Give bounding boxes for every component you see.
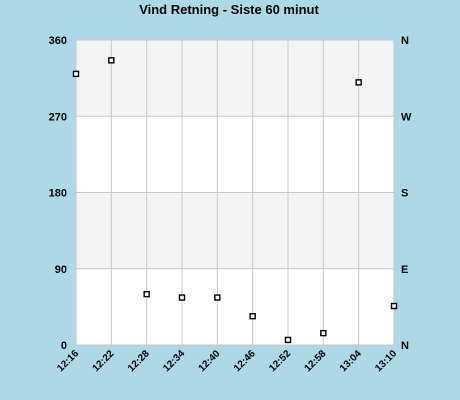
x-tick-label: 12:22 [91,348,117,374]
data-series [72,57,398,344]
x-axis: 12:16 12:22 12:28 12:34 12:40 12:46 12:52 12:58… [55,348,399,374]
y-tick-label-left: 360 [49,35,67,47]
y-tick-label-left: 0 [61,340,67,352]
data-point [249,312,256,320]
x-tick-label: 12:40 [197,348,223,374]
data-point [178,294,186,301]
plot-band [76,268,394,345]
y-tick-label-right: N [401,35,409,47]
plot-band [76,116,394,193]
data-point [214,294,221,301]
data-point [320,329,327,337]
x-tick-label: 13:04 [338,348,364,374]
data-point [355,79,362,86]
x-tick-label: 13:10 [373,348,399,374]
plot-area [75,39,395,346]
data-point [284,336,292,344]
y-axis-left: 0 90 180 270 360 [49,35,67,352]
y-tick-label-left: 180 [49,188,67,200]
y-tick-label-right: N [401,340,409,352]
x-tick-label: 12:52 [267,348,293,374]
y-tick-label-right: S [401,188,408,200]
plot-band [76,192,394,269]
y-axis-right: N E S W N [401,35,412,352]
data-point [108,57,115,64]
y-tick-label-right: E [401,264,408,276]
y-tick-label-left: 270 [49,111,67,123]
x-tick-label: 12:34 [161,348,187,374]
data-point [390,302,398,310]
plot-band [76,40,394,117]
y-tick-label-right: W [401,111,412,123]
x-tick-label: 12:58 [303,348,329,374]
y-tick-label-left: 90 [55,264,67,276]
chart-title: Vind Retning - Siste 60 minut [139,2,319,17]
x-tick-label: 12:28 [126,348,152,374]
x-tick-label: 12:16 [55,348,81,374]
data-point [72,70,80,78]
data-point [143,290,150,298]
x-tick-label: 12:46 [232,348,258,374]
